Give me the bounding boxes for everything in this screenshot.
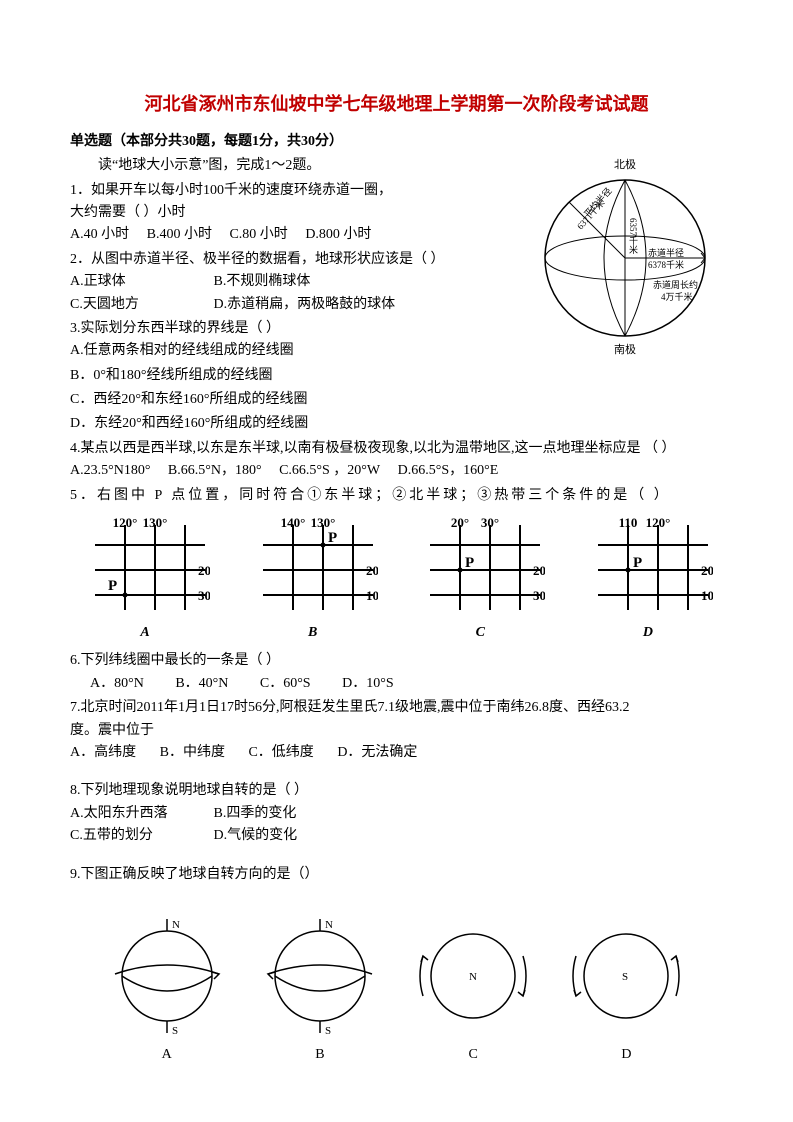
q8-opt-b: B.四季的变化 xyxy=(214,806,297,821)
q3-opt-c: C．西经20°和东经160°所组成的经线圈 xyxy=(70,389,723,411)
q8-row2: C.五带的划分 D.气候的变化 xyxy=(70,825,723,847)
svg-text:10°: 10° xyxy=(366,588,378,603)
q2-opt-c: C.天圆地方 xyxy=(70,294,210,316)
svg-text:20°: 20° xyxy=(701,563,713,578)
rotation-a: N S A xyxy=(107,916,227,1066)
circ-label: 赤道周长约 xyxy=(653,279,698,290)
q3-opt-d: D．东经20°和西经160°所组成的经线圈 xyxy=(70,413,723,435)
q7-line1: 7.北京时间2011年1月1日17时56分,阿根廷发生里氏7.1级地震,震中位于… xyxy=(70,697,723,719)
svg-text:130°: 130° xyxy=(143,515,168,530)
q6-options: A．80°N B．40°N C．60°S D．10°S xyxy=(90,673,723,695)
grid-b: 140° 130° 20° 10° P B xyxy=(248,515,378,644)
rotation-b: N S B xyxy=(260,916,380,1066)
q3-opt-b: B．0°和180°经线所组成的经线圈 xyxy=(70,365,723,387)
svg-text:120°: 120° xyxy=(646,515,671,530)
rotation-diagrams-row: N S A N S B N C xyxy=(70,916,723,1066)
q7-options: A．高纬度 B．中纬度 C．低纬度 D．无法确定 xyxy=(70,742,723,764)
svg-text:N: N xyxy=(172,919,180,931)
svg-text:30°: 30° xyxy=(481,515,499,530)
rotation-d: S D xyxy=(566,916,686,1066)
svg-text:130°: 130° xyxy=(310,515,335,530)
page-title: 河北省涿州市东仙坡中学七年级地理上学期第一次阶段考试试题 xyxy=(70,90,723,119)
svg-text:N: N xyxy=(469,971,477,983)
q6-text: 6.下列纬线圈中最长的一条是（ ） xyxy=(70,650,723,672)
grid-b-label: B xyxy=(248,622,378,644)
rotation-c: N C xyxy=(413,916,533,1066)
q8-row1: A.太阳东升西落 B.四季的变化 xyxy=(70,803,723,825)
svg-text:S: S xyxy=(325,1025,331,1036)
svg-text:110: 110 xyxy=(619,515,638,530)
q4-options: A.23.5°N180° B.66.5°N，180° C.66.5°S ，20°… xyxy=(70,460,723,482)
rotation-c-label: C xyxy=(413,1044,533,1066)
q6-opt-c: C．60°S xyxy=(260,676,311,691)
q1-opt-c: C.80 小时 xyxy=(229,227,287,242)
rotation-b-label: B xyxy=(260,1044,380,1066)
svg-text:30°: 30° xyxy=(533,588,545,603)
question-6: 6.下列纬线圈中最长的一条是（ ） A．80°N B．40°N C．60°S D… xyxy=(70,650,723,695)
grid-a: 120° 130° 20° 30° P A xyxy=(80,515,210,644)
q1-opt-d: D.800 小时 xyxy=(305,227,371,242)
grid-d: 110 120° 20° 10° P D xyxy=(583,515,713,644)
q8-text: 8.下列地理现象说明地球自转的是（ ） xyxy=(70,780,723,802)
svg-text:20°: 20° xyxy=(533,563,545,578)
q7-opt-d: D．无法确定 xyxy=(337,745,417,760)
q7-line2: 度。震中位于 xyxy=(70,720,723,742)
q4-opt-d: D.66.5°S，160°E xyxy=(398,463,499,478)
q2-opt-d: D.赤道稍扁，两极略鼓的球体 xyxy=(214,297,396,312)
eq-radius-label: 赤道半径 xyxy=(648,247,684,258)
grid-d-label: D xyxy=(583,622,713,644)
q7-opt-c: C．低纬度 xyxy=(248,745,313,760)
question-8: 8.下列地理现象说明地球自转的是（ ） A.太阳东升西落 B.四季的变化 C.五… xyxy=(70,780,723,847)
svg-text:20°: 20° xyxy=(451,515,469,530)
q1-opt-b: B.400 小时 xyxy=(147,227,212,242)
question-4: 4.某点以西是西半球,以东是东半球,以南有极昼极夜现象,以北为温带地区,这一点地… xyxy=(70,438,723,483)
svg-text:P: P xyxy=(108,578,117,594)
grid-a-label: A xyxy=(80,622,210,644)
q8-opt-a: A.太阳东升西落 xyxy=(70,803,210,825)
eq-radius-val: 6378千米 xyxy=(648,259,684,270)
svg-text:120°: 120° xyxy=(113,515,138,530)
polar-r-val: 6357千米 xyxy=(628,218,638,255)
svg-text:S: S xyxy=(622,971,628,983)
q4-text: 4.某点以西是西半球,以东是东半球,以南有极昼极夜现象,以北为温带地区,这一点地… xyxy=(70,438,723,460)
svg-text:S: S xyxy=(172,1025,178,1036)
svg-text:20°: 20° xyxy=(198,563,210,578)
rotation-d-label: D xyxy=(566,1044,686,1066)
q5-text: 5．右图中 P 点位置，同时符合①东半球；②北半球；③热带三个条件的是（ ） xyxy=(70,488,671,503)
svg-text:30°: 30° xyxy=(198,588,210,603)
earth-diagram: 北极 南极 平均半径 6371千米 6357千米 赤道半径 6378千米 赤道周… xyxy=(533,148,718,358)
q4-opt-c: C.66.5°S ，20°W xyxy=(279,463,380,478)
north-label: 北极 xyxy=(614,157,636,171)
svg-text:140°: 140° xyxy=(280,515,305,530)
q9-text: 9.下图正确反映了地球自转方向的是（） xyxy=(70,864,723,886)
circ-val: 4万千米 xyxy=(661,291,693,302)
q7-opt-a: A．高纬度 xyxy=(70,745,136,760)
question-7: 7.北京时间2011年1月1日17时56分,阿根廷发生里氏7.1级地震,震中位于… xyxy=(70,697,723,764)
south-label: 南极 xyxy=(614,342,636,356)
question-9: 9.下图正确反映了地球自转方向的是（） xyxy=(70,864,723,886)
svg-text:20°: 20° xyxy=(366,563,378,578)
grid-diagrams-row: 120° 130° 20° 30° P A 140° 130° 20° 10° … xyxy=(70,515,723,644)
svg-text:P: P xyxy=(465,555,474,571)
q2-opt-b: B.不规则椭球体 xyxy=(214,274,311,289)
q8-opt-d: D.气候的变化 xyxy=(214,828,298,843)
rotation-a-label: A xyxy=(107,1044,227,1066)
question-5: 5．右图中 P 点位置，同时符合①东半球；②北半球；③热带三个条件的是（ ） xyxy=(70,485,723,507)
grid-c-label: C xyxy=(415,622,545,644)
q6-opt-d: D．10°S xyxy=(342,676,394,691)
grid-c: 20° 30° 20° 30° P C xyxy=(415,515,545,644)
q7-opt-b: B．中纬度 xyxy=(160,745,225,760)
q4-opt-a: A.23.5°N180° xyxy=(70,463,150,478)
q6-opt-b: B．40°N xyxy=(175,676,228,691)
q8-opt-c: C.五带的划分 xyxy=(70,825,210,847)
svg-text:P: P xyxy=(633,555,642,571)
q2-opt-a: A.正球体 xyxy=(70,271,210,293)
svg-text:P: P xyxy=(328,530,337,546)
q1-opt-a: A.40 小时 xyxy=(70,227,129,242)
q4-opt-b: B.66.5°N，180° xyxy=(168,463,262,478)
q6-opt-a: A．80°N xyxy=(90,676,144,691)
svg-text:10°: 10° xyxy=(701,588,713,603)
svg-text:N: N xyxy=(325,919,333,931)
